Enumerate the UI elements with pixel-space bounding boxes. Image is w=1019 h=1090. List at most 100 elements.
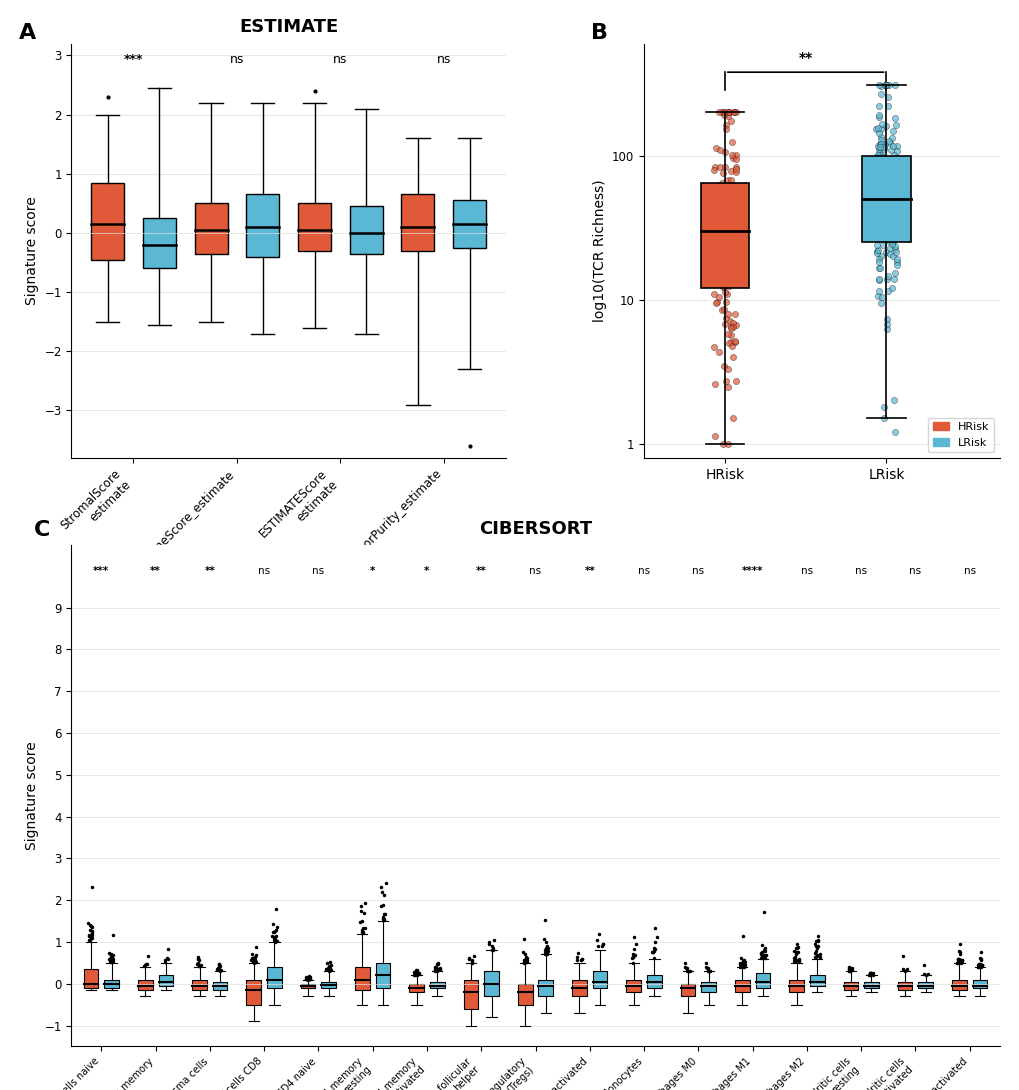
- Point: [882, 192, 899, 209]
- Point: [884, 146, 901, 164]
- Point: [872, 85, 889, 102]
- Point: [722, 112, 739, 130]
- Point: [866, 120, 882, 137]
- Point: [719, 104, 736, 121]
- Point: [713, 228, 730, 245]
- Text: ***: ***: [93, 566, 109, 576]
- Text: **: **: [584, 566, 594, 576]
- Point: [717, 117, 734, 134]
- Point: [727, 276, 743, 293]
- Point: [873, 222, 890, 240]
- Point: [727, 246, 743, 264]
- Point: [712, 263, 729, 280]
- Text: **: **: [150, 566, 161, 576]
- Point: [727, 150, 743, 168]
- Text: ns: ns: [529, 566, 541, 576]
- Point: [719, 171, 736, 189]
- Bar: [158, 976, 173, 985]
- Point: [725, 348, 741, 365]
- Point: [727, 245, 743, 263]
- Point: [869, 147, 886, 165]
- Point: [711, 142, 728, 159]
- Bar: [321, 982, 335, 988]
- Point: [718, 286, 735, 303]
- Point: [867, 148, 883, 166]
- Text: B: B: [590, 23, 607, 43]
- Point: [888, 143, 904, 160]
- Point: [716, 258, 733, 276]
- Point: [707, 231, 723, 249]
- Point: [884, 137, 901, 155]
- Point: [714, 238, 731, 255]
- Point: [720, 334, 737, 351]
- Bar: [350, 206, 382, 254]
- Bar: [518, 983, 532, 1005]
- Point: [887, 238, 903, 255]
- Point: [883, 129, 900, 146]
- Bar: [626, 980, 641, 992]
- Point: [881, 187, 898, 205]
- Point: [706, 265, 722, 282]
- Point: [722, 247, 739, 265]
- Point: [718, 305, 735, 323]
- Point: [868, 243, 884, 261]
- Point: [714, 278, 731, 295]
- Bar: [213, 982, 227, 990]
- Point: [707, 197, 723, 215]
- Point: [718, 435, 735, 452]
- Point: [706, 269, 722, 287]
- Point: [884, 232, 901, 250]
- Point: [728, 316, 744, 334]
- Text: **: **: [204, 566, 215, 576]
- Point: [707, 267, 723, 284]
- Point: [886, 264, 902, 281]
- Point: [727, 228, 743, 245]
- Point: [713, 199, 730, 217]
- Point: [887, 76, 903, 94]
- Point: [720, 217, 737, 234]
- Point: [723, 218, 740, 235]
- Point: [867, 205, 883, 222]
- Bar: [789, 980, 803, 992]
- Point: [722, 180, 739, 197]
- Point: [878, 316, 895, 334]
- Point: [870, 253, 887, 270]
- Point: [723, 223, 740, 241]
- Bar: [538, 980, 552, 996]
- Point: [723, 146, 740, 164]
- Point: [886, 204, 902, 221]
- Title: ESTIMATE: ESTIMATE: [238, 19, 338, 36]
- Point: [722, 171, 739, 189]
- Point: [887, 168, 903, 185]
- Point: [876, 118, 893, 135]
- Point: [708, 203, 725, 220]
- Point: [705, 195, 721, 213]
- Bar: [843, 982, 857, 990]
- Point: [886, 424, 902, 441]
- Bar: [972, 980, 986, 988]
- Point: [728, 164, 744, 181]
- Bar: [401, 194, 434, 251]
- Point: [718, 226, 735, 243]
- Point: [869, 194, 886, 211]
- Text: ns: ns: [258, 566, 270, 576]
- Point: [889, 221, 905, 239]
- Bar: [809, 976, 823, 985]
- Point: [874, 157, 891, 174]
- Point: [871, 186, 888, 204]
- Point: [718, 253, 735, 270]
- Point: [876, 76, 893, 94]
- Bar: [192, 980, 207, 990]
- Point: [874, 211, 891, 229]
- Point: [712, 185, 729, 203]
- Point: [717, 372, 734, 389]
- Point: [727, 146, 743, 164]
- Point: [872, 288, 889, 305]
- Point: [888, 182, 904, 199]
- Point: [717, 205, 734, 222]
- Point: [879, 179, 896, 196]
- Point: [706, 159, 722, 177]
- Point: [723, 214, 740, 231]
- Point: [715, 300, 732, 317]
- Point: [716, 316, 733, 334]
